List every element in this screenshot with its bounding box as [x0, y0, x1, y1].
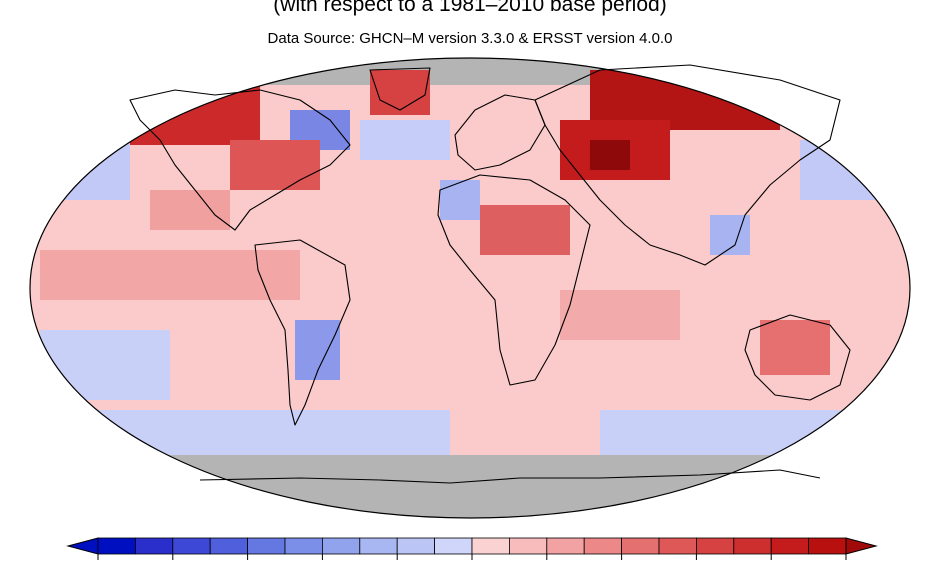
colorbar-upper-extension: [845, 537, 878, 555]
colorbar-cell: [172, 537, 211, 555]
colorbar-cell: [134, 537, 174, 555]
warm-band-pacific: [40, 250, 300, 300]
colorbar-cell: [733, 537, 772, 555]
warm-core-central-asia: [590, 140, 630, 170]
map-subtitle: (with respect to a 1981–2010 base period…: [273, 0, 667, 16]
data-source-label: Data Source: GHCN–M version 3.3.0 & ERSS…: [267, 30, 673, 47]
greenland-outline: [369, 67, 431, 111]
colorbar-cell: [321, 537, 361, 555]
colorbar-cells: [97, 537, 847, 560]
warm-patch-sahel: [480, 205, 570, 255]
cool-patch-west-africa: [440, 180, 480, 220]
globe-border: [29, 57, 911, 519]
cool-patch-north-pacific-west: [30, 140, 130, 200]
cool-patch-east-china: [710, 215, 750, 255]
colorbar-cell: [508, 537, 548, 555]
australia-outline: [744, 314, 851, 401]
arctic-missing-data: [30, 58, 910, 85]
map-field: [30, 58, 910, 518]
europe-outline: [454, 94, 546, 171]
colorbar-cell: [97, 537, 136, 555]
south-america-outline: [254, 239, 351, 426]
cool-patch-south-pacific: [40, 330, 170, 400]
africa-outline: [437, 174, 591, 386]
cool-patch-north-atlantic: [360, 120, 450, 160]
colorbar-cell: [359, 537, 398, 555]
cool-patch-southern-ocean-west: [30, 410, 450, 455]
north-america-outline: [129, 89, 351, 231]
colorbar-cell: [770, 537, 810, 555]
colorbar-cell: [471, 537, 510, 555]
colorbar-cell: [808, 537, 847, 555]
colorbar-cell: [434, 537, 473, 555]
colorbar-lower-extension: [66, 537, 99, 555]
warm-patch-australia: [760, 320, 830, 375]
cool-patch-north-pacific-east: [800, 140, 890, 200]
colorbar-cell: [396, 537, 436, 555]
colorbar: [66, 537, 878, 560]
warm-patch-north-pacific: [150, 190, 230, 230]
colorbar-cell: [583, 537, 623, 555]
warm-patch-northern-canada: [130, 85, 260, 145]
colorbar-cell: [284, 537, 323, 555]
continent-outlines: [129, 64, 851, 484]
antarctic-missing-data: [30, 455, 910, 518]
colorbar-cell: [658, 537, 697, 555]
warm-patch-eastern-north-america: [230, 140, 320, 190]
colorbar-cell: [209, 537, 248, 555]
antarctica-outline: [199, 469, 821, 484]
colorbar-cell: [546, 537, 585, 555]
colorbar-cell: [621, 537, 660, 555]
colorbar-cell: [696, 537, 735, 555]
colorbar-cell: [247, 537, 286, 555]
asia-outline: [534, 64, 841, 266]
warm-patch-greenland: [370, 70, 430, 115]
warm-band-indian-ocean: [560, 290, 680, 340]
